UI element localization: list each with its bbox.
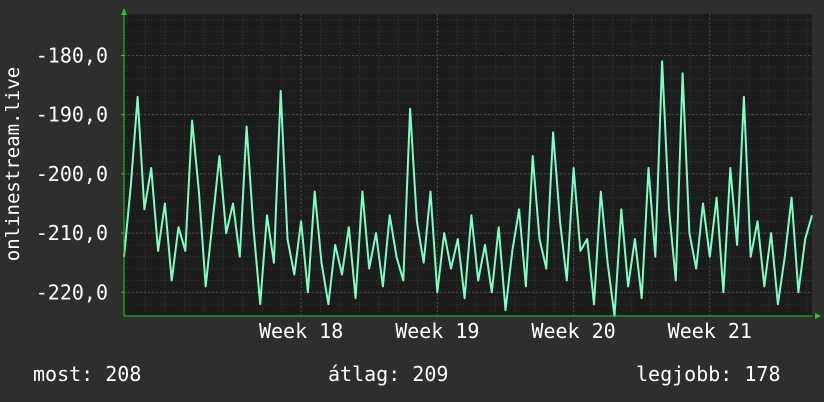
y-axis-label: onlinestream.live bbox=[2, 67, 24, 261]
series-line bbox=[123, 60, 813, 317]
grid bbox=[124, 14, 812, 317]
y-axis-arrow bbox=[121, 8, 127, 15]
plot-area bbox=[124, 14, 812, 316]
x-axis-arrow bbox=[815, 313, 821, 319]
y-tick-label: -220,0 bbox=[36, 280, 108, 304]
series-layer bbox=[123, 60, 813, 317]
x-tick-label: Week 20 bbox=[531, 319, 615, 343]
axes bbox=[121, 8, 821, 319]
stat-best: legjobb: 178 bbox=[636, 362, 781, 386]
x-tick-label: Week 18 bbox=[259, 319, 343, 343]
y-tick-label: -180,0 bbox=[36, 43, 108, 67]
plot-background bbox=[124, 14, 812, 316]
x-tick-label: Week 21 bbox=[668, 319, 752, 343]
y-tick-label: -200,0 bbox=[36, 162, 108, 186]
x-tick-label: Week 19 bbox=[395, 319, 479, 343]
tick-labels: -180,0 -190,0 -200,0 -210,0 -220,0 Week 18 Wee… bbox=[36, 43, 752, 343]
stat-current: most: 208 bbox=[33, 362, 142, 386]
y-tick-label: -190,0 bbox=[36, 103, 108, 127]
stat-average: átlag: 209 bbox=[328, 362, 449, 386]
y-tick-label: -210,0 bbox=[36, 221, 108, 245]
